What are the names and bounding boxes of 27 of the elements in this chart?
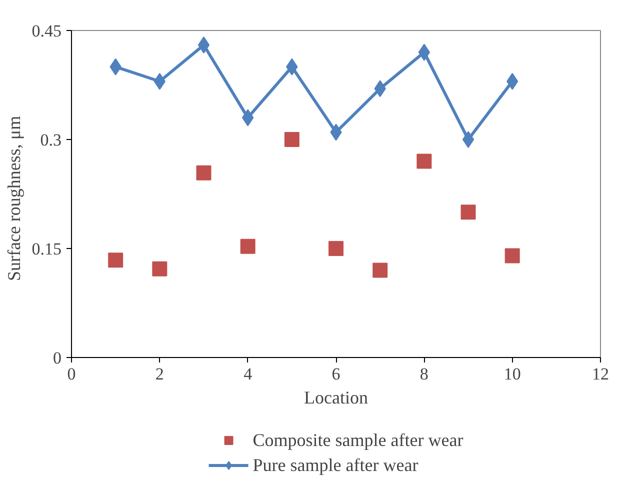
y-axis-title: Surface roughness, μm xyxy=(4,116,24,282)
legend-label: Composite sample after wear xyxy=(252,430,464,450)
point xyxy=(460,204,476,220)
point xyxy=(504,248,520,264)
x-axis-title: Location xyxy=(304,388,368,408)
y-tick-label: 0.15 xyxy=(32,240,62,258)
point xyxy=(284,132,300,147)
x-tick-label: 6 xyxy=(332,364,340,384)
point xyxy=(462,131,474,148)
x-tick-label: 8 xyxy=(420,364,428,384)
point xyxy=(108,252,124,268)
x-tick-label: 12 xyxy=(592,364,609,384)
legend-label: Pure sample after wear xyxy=(252,454,418,476)
y-tick-label: 0 xyxy=(53,348,62,368)
point xyxy=(198,36,210,54)
x-tick-label: 10 xyxy=(504,364,521,384)
x-tick-label: 4 xyxy=(244,364,253,384)
point xyxy=(240,238,256,254)
point xyxy=(328,241,344,256)
point xyxy=(416,154,432,169)
x-tick-label: 2 xyxy=(155,364,164,384)
point xyxy=(152,261,168,276)
point xyxy=(372,262,388,278)
y-tick-label: 0.3 xyxy=(40,130,62,150)
y-tick-label: 0.45 xyxy=(32,22,62,40)
x-tick-label: 0 xyxy=(67,364,76,384)
point xyxy=(196,165,212,180)
